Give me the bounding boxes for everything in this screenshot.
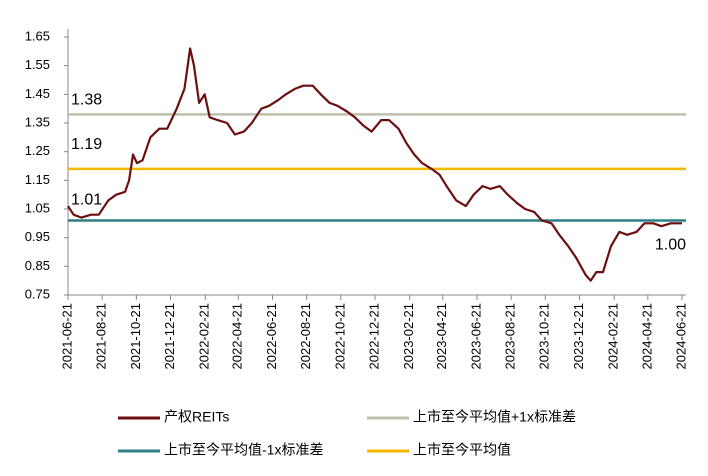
x-tick-label: 2022-02-21	[197, 303, 212, 370]
legend-label: 上市至今平均值	[413, 442, 511, 458]
y-tick-label: 0.75	[25, 286, 50, 301]
x-tick-label: 2024-06-21	[673, 303, 688, 370]
legend-label: 上市至今平均值-1x标准差	[164, 442, 323, 458]
x-tick-label: 2021-12-21	[162, 303, 177, 370]
x-tick-label: 2021-10-21	[128, 303, 143, 370]
y-tick-label: 0.85	[25, 258, 50, 273]
y-tick-label: 1.45	[25, 86, 50, 101]
y-tick-label: 0.95	[25, 229, 50, 244]
y-tick-label: 1.35	[25, 114, 50, 129]
x-tick-label: 2022-10-21	[332, 303, 347, 370]
y-tick-label: 1.25	[25, 143, 50, 158]
x-tick-label: 2022-12-21	[366, 303, 381, 370]
end-label: 1.00	[655, 237, 686, 254]
x-tick-label: 2023-06-21	[468, 303, 483, 370]
x-tick-label: 2023-12-21	[571, 303, 586, 370]
x-tick-label: 2021-08-21	[94, 303, 109, 370]
reference-label: 1.19	[71, 136, 102, 153]
reference-label: 1.01	[71, 192, 102, 209]
x-tick-label: 2024-02-21	[606, 303, 621, 370]
x-tick-label: 2022-04-21	[230, 303, 245, 370]
x-tick-label: 2024-04-21	[639, 303, 654, 370]
x-tick-label: 2023-04-21	[434, 303, 449, 370]
x-tick-label: 2023-02-21	[401, 303, 416, 370]
x-tick-label: 2023-08-21	[503, 303, 518, 370]
y-tick-label: 1.65	[25, 28, 50, 43]
y-tick-label: 1.15	[25, 172, 50, 187]
x-tick-label: 2022-08-21	[298, 303, 313, 370]
x-tick-label: 2021-06-21	[59, 303, 74, 370]
series-line	[67, 47, 682, 282]
x-tick-label: 2022-06-21	[264, 303, 279, 370]
x-tick-label: 2023-10-21	[537, 303, 552, 370]
legend-label: 上市至今平均值+1x标准差	[413, 409, 576, 425]
legend-label: 产权REITs	[164, 409, 229, 425]
reference-label: 1.38	[71, 92, 102, 109]
y-tick-label: 1.55	[25, 57, 50, 72]
y-tick-label: 1.05	[25, 200, 50, 215]
